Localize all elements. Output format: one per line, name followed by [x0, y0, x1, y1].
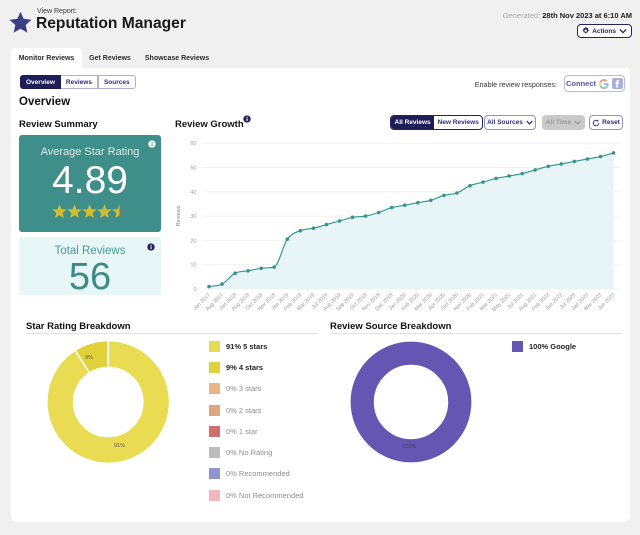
- svg-text:10: 10: [190, 263, 196, 269]
- svg-text:0: 0: [193, 287, 196, 293]
- svg-text:30: 30: [190, 214, 196, 220]
- svg-text:Reviews: Reviews: [176, 205, 182, 226]
- svg-text:50: 50: [190, 166, 196, 172]
- svg-text:40: 40: [190, 190, 196, 196]
- svg-text:100%: 100%: [402, 444, 416, 450]
- svg-text:9%: 9%: [85, 355, 93, 361]
- svg-text:91%: 91%: [114, 443, 125, 449]
- svg-text:20: 20: [190, 238, 196, 244]
- svg-text:60: 60: [190, 141, 196, 147]
